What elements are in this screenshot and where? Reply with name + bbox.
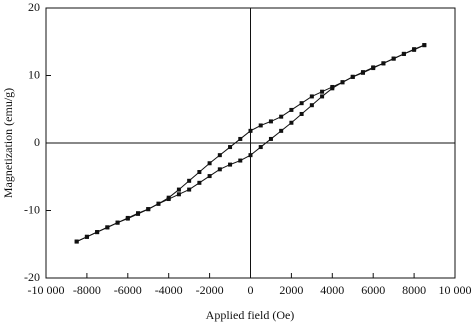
data-point — [84, 234, 89, 239]
data-point — [156, 201, 161, 206]
data-point — [95, 230, 100, 235]
data-point — [330, 86, 335, 91]
y-tick-label: 20 — [28, 0, 40, 14]
data-point — [248, 128, 253, 133]
data-point — [360, 70, 365, 75]
data-point — [105, 225, 110, 230]
x-tick-label: 4000 — [320, 283, 344, 297]
data-point — [197, 180, 202, 185]
x-tick-label: -6000 — [114, 283, 142, 297]
y-tick-label: -10 — [24, 202, 40, 216]
data-point — [289, 107, 294, 112]
data-point — [217, 167, 222, 172]
data-point — [268, 119, 273, 124]
data-point — [166, 197, 171, 202]
data-point — [412, 47, 417, 52]
data-point — [320, 94, 325, 99]
x-tick-label: 8000 — [402, 283, 426, 297]
data-point — [228, 162, 233, 167]
y-axis-label: Magnetization (emu/g) — [1, 88, 15, 198]
data-point — [238, 136, 243, 141]
x-tick-label: -10 000 — [28, 283, 65, 297]
data-point — [74, 239, 79, 244]
data-point — [299, 101, 304, 106]
data-point — [391, 56, 396, 61]
data-point — [371, 65, 376, 70]
data-point — [176, 192, 181, 197]
x-tick-label: -8000 — [73, 283, 101, 297]
data-point — [197, 170, 202, 175]
data-point — [187, 187, 192, 192]
data-point — [187, 178, 192, 183]
x-tick-label: 0 — [248, 283, 254, 297]
data-point — [207, 161, 212, 166]
y-tick-label: -20 — [24, 270, 40, 284]
data-point — [125, 215, 130, 220]
data-point — [401, 51, 406, 56]
data-point — [248, 153, 253, 158]
data-point — [381, 61, 386, 66]
x-tick-label: 10 000 — [439, 283, 472, 297]
data-point — [422, 43, 427, 48]
data-point — [176, 187, 181, 192]
data-point — [320, 89, 325, 94]
y-tick-label: 10 — [28, 67, 40, 81]
x-axis-label: Applied field (Oe) — [206, 308, 295, 322]
x-tick-label: 2000 — [279, 283, 303, 297]
x-tick-label: 6000 — [361, 283, 385, 297]
data-point — [350, 74, 355, 79]
data-point — [340, 80, 345, 85]
data-point — [309, 103, 314, 108]
data-point — [258, 123, 263, 128]
data-point — [238, 158, 243, 163]
data-point — [268, 136, 273, 141]
data-point — [299, 111, 304, 116]
data-point — [207, 174, 212, 179]
data-point — [309, 94, 314, 99]
data-point — [258, 145, 263, 150]
data-point — [136, 211, 141, 216]
data-point — [289, 120, 294, 125]
data-point — [279, 128, 284, 133]
data-point — [146, 207, 151, 212]
data-point — [217, 153, 222, 158]
x-tick-label: -2000 — [196, 283, 224, 297]
x-tick-label: -4000 — [155, 283, 183, 297]
data-point — [279, 114, 284, 119]
y-tick-label: 0 — [34, 135, 40, 149]
data-point — [115, 220, 120, 225]
data-point — [228, 145, 233, 150]
